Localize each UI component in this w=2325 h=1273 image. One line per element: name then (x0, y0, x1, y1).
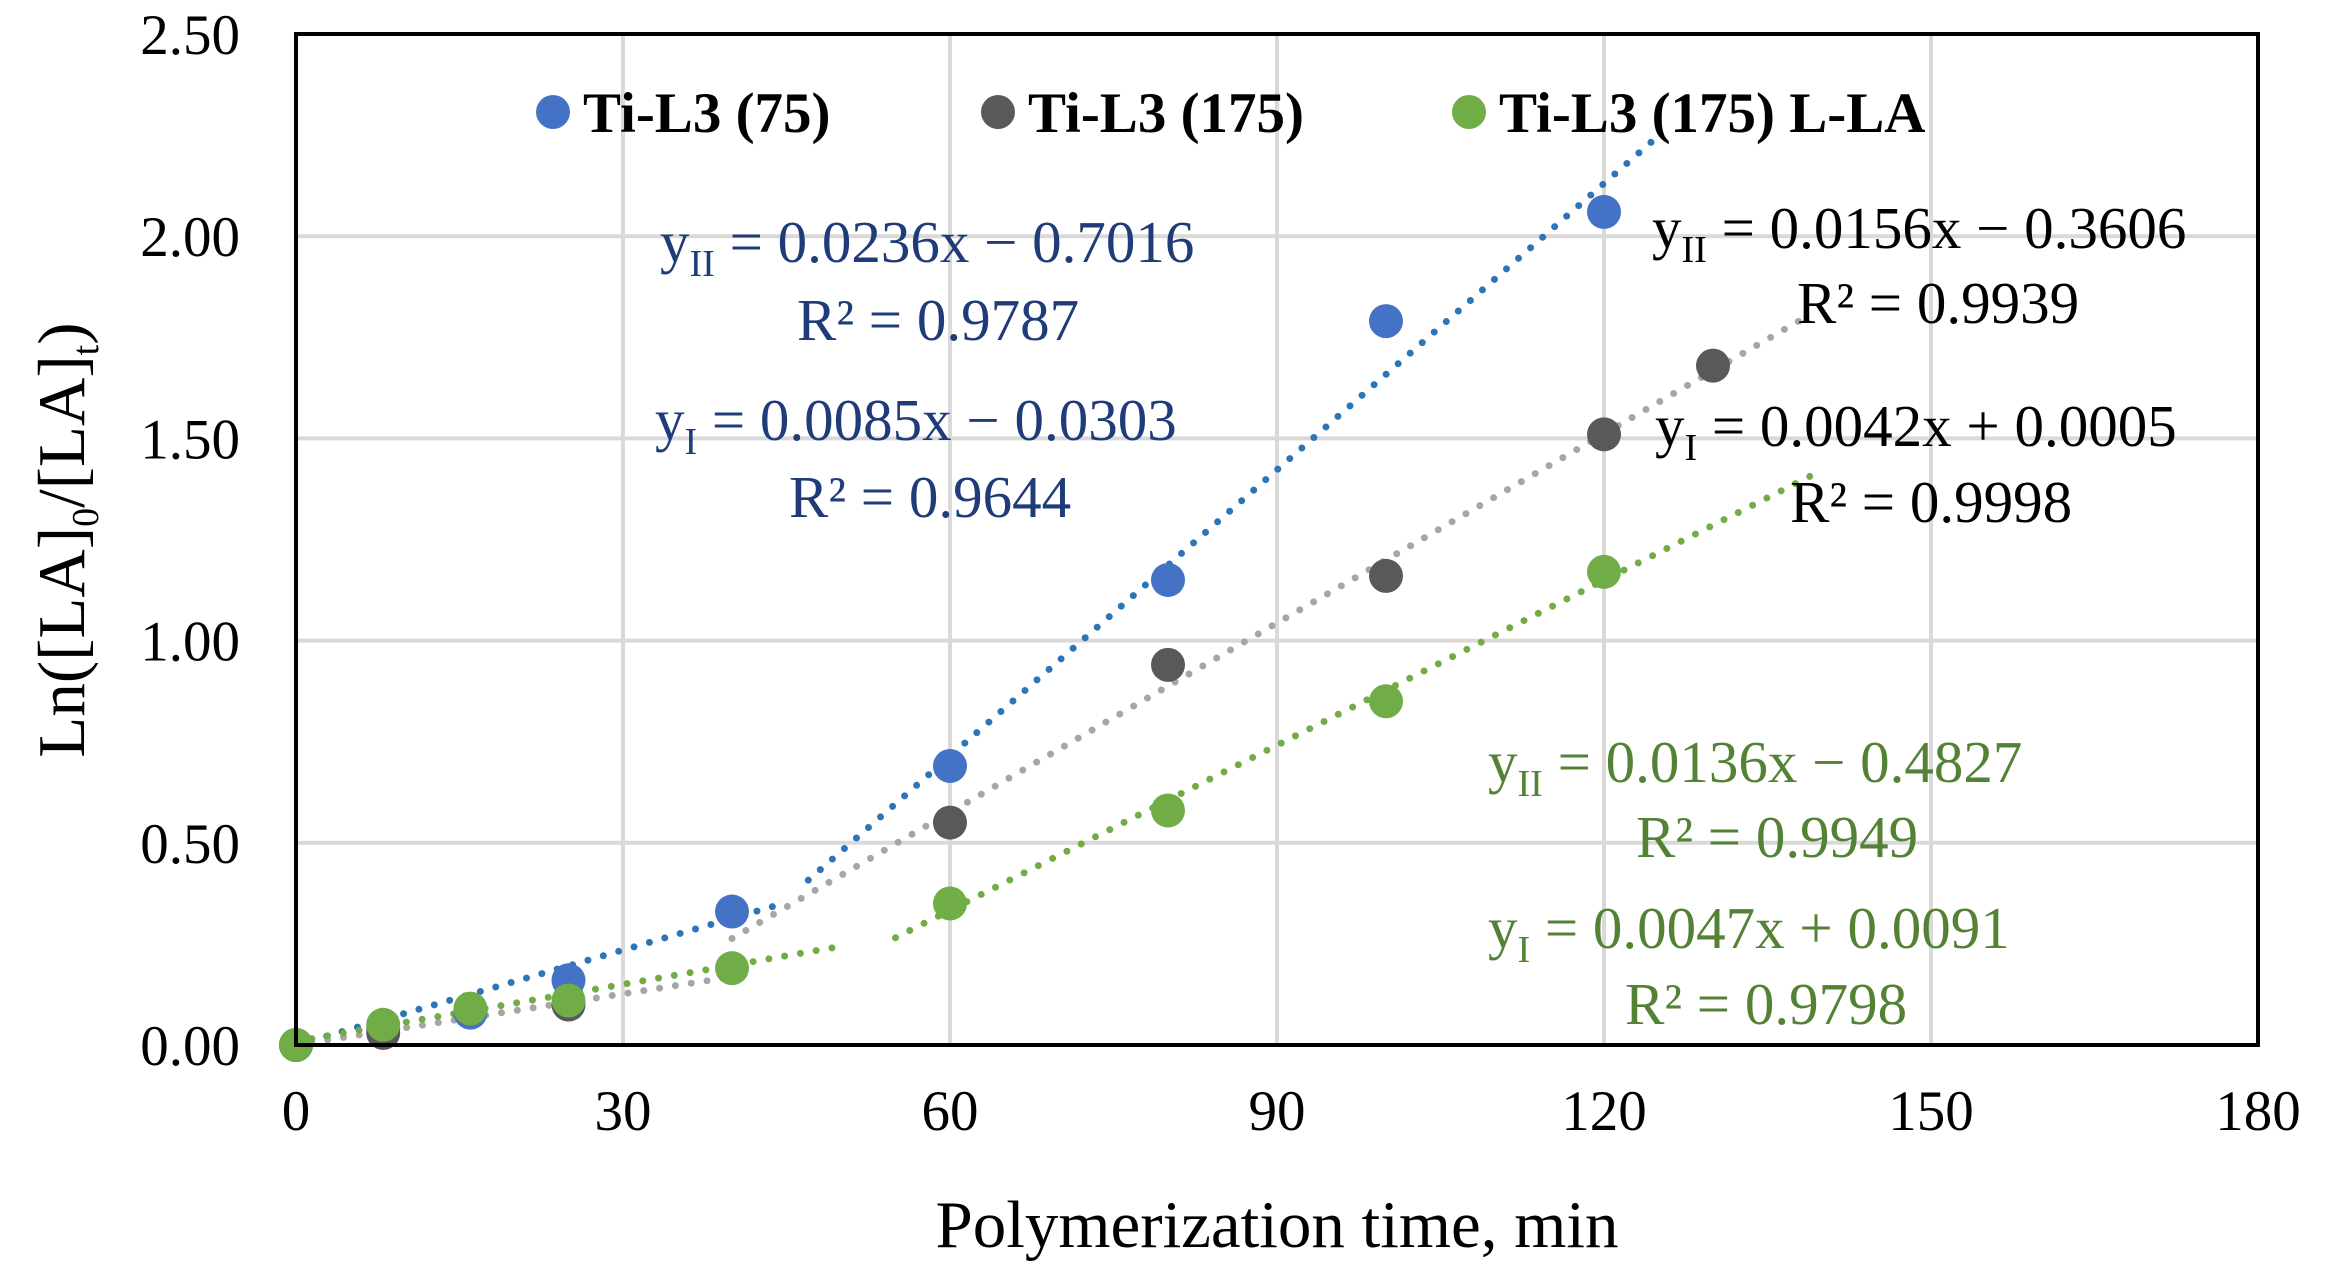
svg-text:yI = 0.0085x − 0.0303: yI = 0.0085x − 0.0303 (655, 387, 1177, 463)
data-point-series-2 (366, 1007, 401, 1042)
x-tick-label: 180 (2215, 1080, 2301, 1143)
trendlines (292, 132, 1826, 1049)
svg-text:yII = 0.0236x − 0.7016: yII = 0.0236x − 0.7016 (660, 209, 1194, 285)
legend-label-ti-l3-175-l-la: Ti-L3 (175) L-LA (1499, 82, 1925, 145)
legend-label-ti-l3-175: Ti-L3 (175) (1028, 82, 1304, 145)
y-tick-label: 0.50 (140, 813, 240, 876)
x-tick-label: 120 (1561, 1080, 1647, 1143)
trendline-series-2-part-I (292, 942, 845, 1045)
r2-gray-II: R² = 0.9939 (1797, 270, 2079, 336)
data-point-series-2 (453, 991, 488, 1026)
trendline-series-1-part-I (292, 973, 736, 1049)
r2-green-II: R² = 0.9949 (1636, 804, 1918, 870)
legend-marker-ti-l3-175-l-la (1452, 95, 1486, 129)
x-tick-label: 30 (595, 1080, 652, 1143)
svg-text:yII = 0.0136x − 0.4827: yII = 0.0136x − 0.4827 (1488, 729, 2022, 805)
data-point-series-0 (1369, 304, 1403, 339)
trendline-series-0-part-II (804, 132, 1662, 884)
equation-gray-I: yI = 0.0042x + 0.0005 R² = 0.9998 (1655, 393, 2177, 535)
r2-blue-II: R² = 0.9787 (797, 287, 1079, 353)
svg-text:yI = 0.0047x + 0.0091: yI = 0.0047x + 0.0091 (1488, 895, 2010, 971)
equation-green-II: yII = 0.0136x − 0.4827 R² = 0.9949 (1488, 729, 2022, 870)
y-axis-title-main: Ln([LA] (25, 527, 99, 758)
equation-gray-II: yII = 0.0156x − 0.3606 R² = 0.9939 (1652, 195, 2186, 336)
r2-blue-I: R² = 0.9644 (789, 464, 1071, 530)
y-axis-title: Ln([LA]0/[LA]t) (25, 322, 107, 757)
data-point-series-2 (1369, 684, 1403, 719)
data-point-series-0 (933, 748, 967, 783)
gridlines (296, 34, 2258, 1045)
data-point-series-2 (715, 951, 749, 986)
y-axis-title-close: ) (25, 322, 99, 344)
r2-gray-I: R² = 0.9998 (1790, 469, 2072, 535)
plot-frame (294, 32, 2260, 1047)
y-tick-label: 1.00 (140, 611, 240, 674)
svg-text:yI = 0.0042x + 0.0005: yI = 0.0042x + 0.0005 (1655, 393, 2177, 469)
trendline-series-1-part-II (728, 316, 1804, 942)
legend-label-ti-l3-75: Ti-L3 (75) (583, 82, 831, 145)
trendline-series-2-part-II (892, 466, 1826, 942)
data-point-series-0 (1151, 562, 1185, 597)
tick-labels: 0 30 60 90 120 150 180 0.00 0.50 1.00 1.50 2.00 2.50 (140, 4, 2301, 1143)
data-point-series-2 (1587, 554, 1621, 589)
data-point-series-2 (1151, 793, 1185, 828)
data-point-series-1 (1587, 417, 1621, 452)
y-axis-title-sub0: 0 (65, 508, 107, 527)
trendline-series-0-part-I (292, 899, 790, 1049)
equation-green-I: yI = 0.0047x + 0.0091 R² = 0.9798 (1488, 895, 2010, 1037)
data-point-series-1 (933, 805, 967, 840)
data-point-series-0 (715, 894, 749, 929)
equation-blue-II: yII = 0.0236x − 0.7016 R² = 0.9787 (660, 209, 1194, 353)
y-axis-title-subt: t (65, 344, 107, 355)
data-point-series-1 (1151, 647, 1185, 682)
x-tick-label: 0 (282, 1080, 311, 1143)
r2-green-I: R² = 0.9798 (1625, 971, 1907, 1037)
data-point-series-2 (933, 886, 967, 921)
x-tick-label: 90 (1249, 1080, 1306, 1143)
y-tick-label: 2.00 (140, 206, 240, 269)
x-axis-title: Polymerization time, min (936, 1188, 1619, 1262)
x-tick-label: 60 (922, 1080, 979, 1143)
data-point-series-1 (1369, 558, 1403, 593)
data-point-series-0 (1587, 194, 1621, 229)
legend-marker-ti-l3-175 (981, 95, 1015, 129)
data-point-series-1 (1696, 348, 1730, 383)
svg-text:yII = 0.0156x − 0.3606: yII = 0.0156x − 0.3606 (1652, 195, 2186, 271)
equation-blue-I: yI = 0.0085x − 0.0303 R² = 0.9644 (655, 387, 1177, 530)
y-axis-title-mid: /[LA] (25, 355, 99, 508)
legend: Ti-L3 (75) Ti-L3 (175) Ti-L3 (175) L-LA (536, 82, 1925, 145)
data-points (279, 194, 1730, 1062)
y-tick-label: 0.00 (140, 1015, 240, 1078)
legend-marker-ti-l3-75 (536, 95, 570, 129)
x-tick-label: 150 (1888, 1080, 1974, 1143)
y-tick-label: 2.50 (140, 4, 240, 67)
y-tick-label: 1.50 (140, 408, 240, 471)
data-point-series-2 (551, 983, 586, 1018)
